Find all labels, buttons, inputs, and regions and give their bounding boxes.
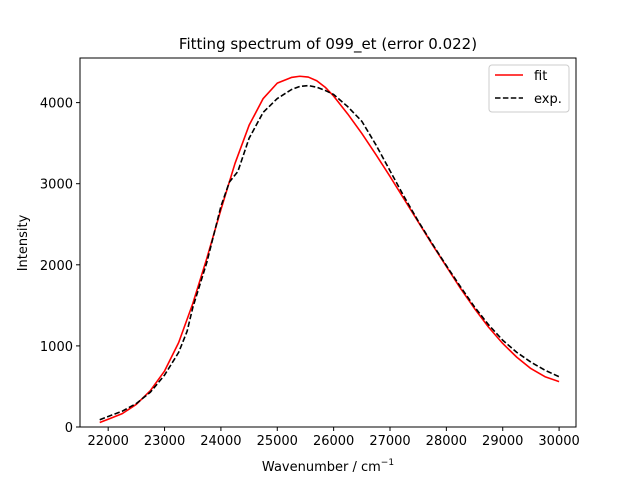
x-tick-label: 30000 [538, 434, 579, 449]
series-layer [99, 75, 560, 424]
x-tick-label: 26000 [313, 434, 354, 449]
x-tick-label: 25000 [257, 434, 298, 449]
legend: fit exp. [488, 64, 570, 113]
x-tick-label: 29000 [482, 434, 523, 449]
y-tick-label: 0 [65, 421, 73, 436]
x-axis: 22000 23000 24000 25000 26000 27000 28000 29000… [88, 427, 580, 449]
y-axis-label: Intensity [16, 214, 31, 271]
x-tick-label: 22000 [88, 434, 129, 449]
chart-title: Fitting spectrum of 099_et (error 0.022) [179, 35, 477, 54]
x-axis-label-superscript: −1 [381, 458, 394, 468]
x-tick-label: 24000 [200, 434, 241, 449]
legend-box [488, 64, 570, 113]
x-tick-label: 23000 [144, 434, 185, 449]
series-line-fit [99, 75, 560, 424]
series-line-exp [99, 84, 560, 421]
x-axis-label: Wavenumber / cm−1 [262, 458, 394, 475]
y-axis: 0 1000 2000 3000 4000 [40, 97, 80, 436]
legend-label-fit: fit [534, 69, 547, 84]
y-tick-label: 4000 [40, 97, 73, 112]
legend-label-exp: exp. [534, 92, 562, 107]
x-tick-label: 27000 [369, 434, 410, 449]
y-tick-label: 2000 [40, 259, 73, 274]
plot-area [79, 57, 577, 428]
plot-frame [79, 57, 577, 428]
y-tick-label: 3000 [40, 178, 73, 193]
y-tick-label: 1000 [40, 340, 73, 355]
x-axis-label-text: Wavenumber / cm [262, 460, 381, 475]
x-tick-label: 28000 [426, 434, 467, 449]
